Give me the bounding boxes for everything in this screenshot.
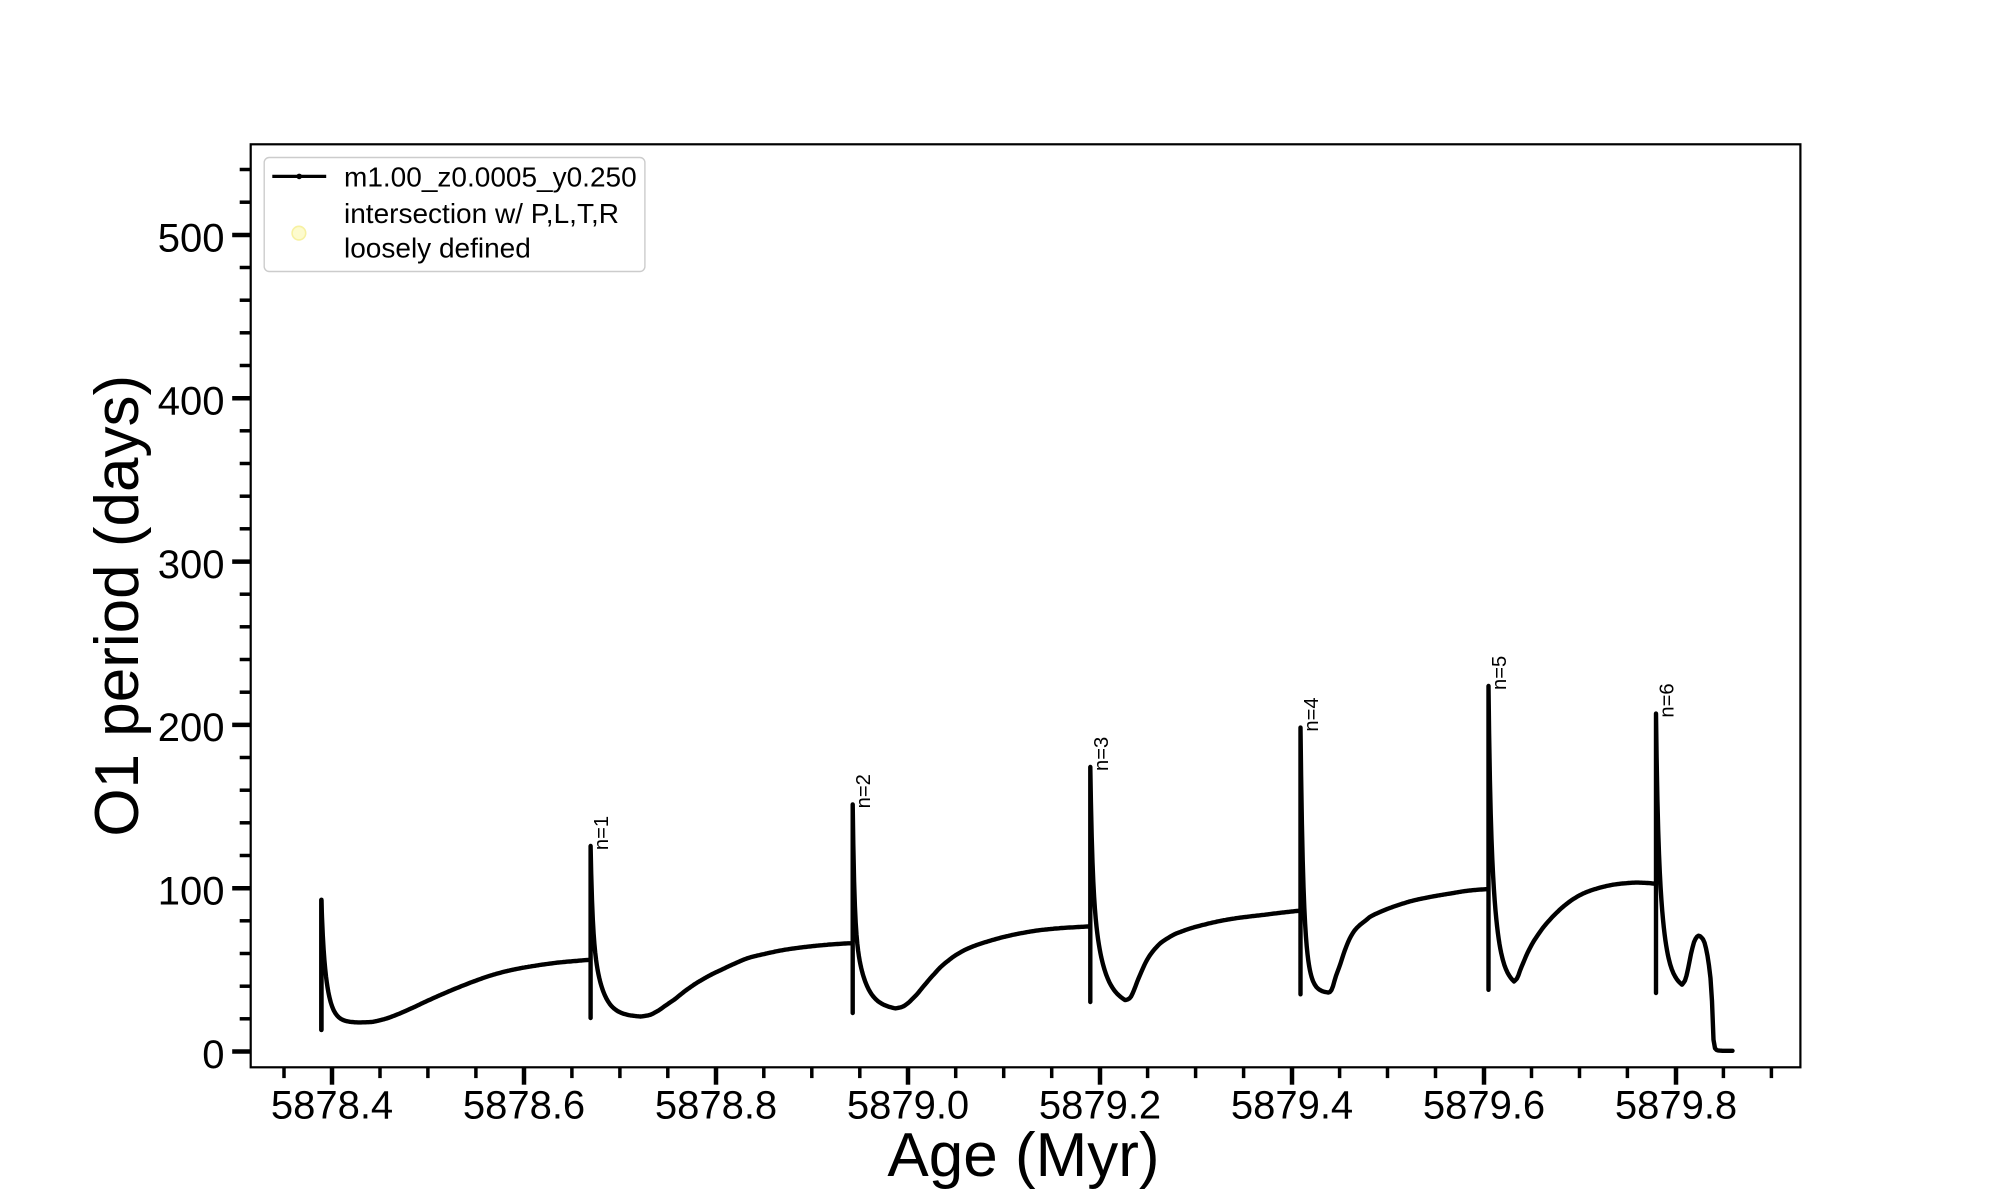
svg-text:n=6: n=6 bbox=[1657, 683, 1679, 717]
svg-text:400: 400 bbox=[158, 380, 225, 424]
svg-text:500: 500 bbox=[158, 216, 225, 260]
svg-text:200: 200 bbox=[158, 706, 225, 750]
svg-text:5878.8: 5878.8 bbox=[655, 1084, 777, 1128]
svg-text:n=2: n=2 bbox=[853, 774, 875, 808]
svg-text:n=4: n=4 bbox=[1301, 697, 1323, 731]
svg-text:5879.0: 5879.0 bbox=[847, 1084, 969, 1128]
svg-text:n=1: n=1 bbox=[591, 816, 613, 850]
svg-text:100: 100 bbox=[158, 870, 225, 914]
svg-text:5879.8: 5879.8 bbox=[1615, 1084, 1737, 1128]
svg-text:5878.6: 5878.6 bbox=[463, 1084, 585, 1128]
svg-text:m1.00_z0.0005_y0.250: m1.00_z0.0005_y0.250 bbox=[344, 162, 637, 193]
svg-text:intersection w/ P,L,T,R: intersection w/ P,L,T,R bbox=[344, 198, 619, 229]
svg-text:5879.4: 5879.4 bbox=[1231, 1084, 1353, 1128]
svg-text:n=5: n=5 bbox=[1489, 656, 1511, 690]
svg-text:n=3: n=3 bbox=[1091, 737, 1113, 771]
svg-text:5878.4: 5878.4 bbox=[271, 1084, 393, 1128]
svg-text:5879.2: 5879.2 bbox=[1039, 1084, 1161, 1128]
svg-text:O1 period (days): O1 period (days) bbox=[83, 375, 152, 837]
svg-text:5879.6: 5879.6 bbox=[1423, 1084, 1545, 1128]
svg-text:300: 300 bbox=[158, 543, 225, 587]
svg-text:loosely defined: loosely defined bbox=[344, 232, 531, 263]
svg-text:0: 0 bbox=[202, 1033, 224, 1077]
svg-text:Age (Myr): Age (Myr) bbox=[887, 1121, 1159, 1190]
